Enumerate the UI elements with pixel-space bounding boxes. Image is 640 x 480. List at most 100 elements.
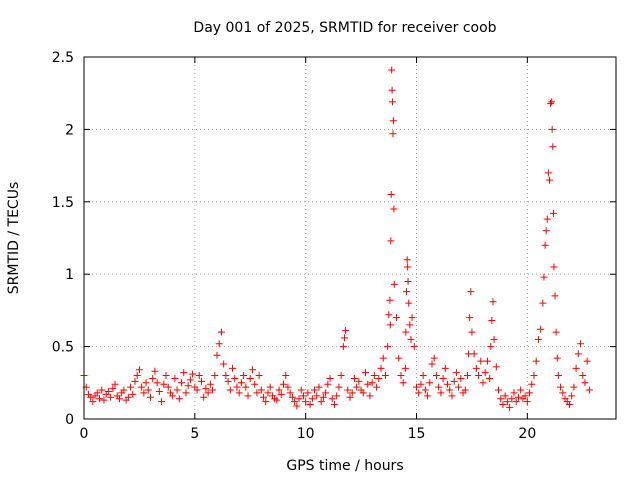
y-tick-label: 2 — [65, 122, 74, 138]
data-point — [553, 354, 561, 362]
data-point — [364, 380, 372, 388]
data-point — [426, 379, 434, 387]
data-point — [202, 385, 210, 393]
data-point — [164, 383, 172, 391]
data-point — [404, 277, 412, 285]
data-point — [552, 328, 560, 336]
data-point — [415, 389, 423, 397]
data-point — [448, 392, 456, 400]
data-point — [180, 369, 188, 377]
data-point — [537, 325, 545, 333]
data-point — [481, 369, 489, 377]
data-point — [446, 386, 454, 394]
data-point — [162, 372, 170, 380]
data-point — [206, 380, 214, 388]
data-point — [335, 383, 343, 391]
data-point — [337, 372, 345, 380]
data-point — [346, 393, 354, 401]
data-point — [353, 383, 361, 391]
data-point — [186, 376, 194, 384]
data-point — [497, 395, 505, 403]
data-point — [450, 377, 458, 385]
data-point — [104, 387, 112, 395]
data-point — [540, 273, 548, 281]
data-point — [523, 398, 531, 406]
data-point — [197, 377, 205, 385]
data-point — [403, 288, 411, 296]
data-point — [253, 389, 261, 397]
data-point — [435, 383, 443, 391]
data-point — [583, 357, 591, 365]
data-point — [213, 351, 221, 359]
data-point — [389, 98, 397, 106]
data-point — [107, 393, 115, 401]
data-point — [342, 327, 350, 335]
data-point — [304, 389, 312, 397]
data-point — [282, 372, 290, 380]
data-point — [517, 386, 525, 394]
x-tick-label: 15 — [408, 426, 426, 442]
data-point — [541, 241, 549, 249]
data-point — [344, 386, 352, 394]
data-point — [521, 392, 529, 400]
x-tick-labels: 0 5 10 15 20 — [80, 426, 537, 442]
data-point — [275, 386, 283, 394]
data-point — [155, 387, 163, 395]
data-point — [313, 392, 321, 400]
y-tick-label: 0 — [65, 412, 74, 428]
data-point — [169, 392, 177, 400]
data-point — [93, 389, 101, 397]
data-point — [388, 66, 396, 74]
data-point — [508, 395, 516, 403]
data-point — [291, 398, 299, 406]
data-point — [404, 263, 412, 271]
data-point — [260, 393, 268, 401]
data-point — [550, 263, 558, 271]
data-point — [222, 372, 230, 380]
data-point — [387, 237, 395, 245]
data-point — [231, 374, 239, 382]
data-point — [532, 357, 540, 365]
data-point — [348, 389, 356, 397]
data-point — [235, 389, 243, 397]
data-point — [211, 372, 219, 380]
data-point — [388, 86, 396, 94]
data-point — [528, 380, 536, 388]
data-point — [370, 372, 378, 380]
data-point — [171, 374, 179, 382]
data-point — [204, 389, 212, 397]
data-point — [149, 374, 157, 382]
data-point — [373, 383, 381, 391]
data-point — [100, 396, 108, 404]
data-point — [488, 317, 496, 325]
data-point — [489, 298, 497, 306]
data-point — [286, 389, 294, 397]
data-point — [424, 392, 432, 400]
data-point — [439, 374, 447, 382]
data-point — [410, 343, 418, 351]
data-point — [124, 393, 132, 401]
data-point — [317, 398, 325, 406]
data-point — [257, 386, 265, 394]
data-point — [375, 374, 383, 382]
data-point — [175, 395, 183, 403]
data-point — [401, 364, 409, 372]
data-point — [138, 383, 146, 391]
data-point — [266, 383, 274, 391]
data-point — [280, 380, 287, 388]
data-point — [455, 383, 463, 391]
data-point — [182, 389, 190, 397]
grid-lines — [84, 57, 616, 419]
data-point — [395, 354, 403, 362]
data-point — [306, 401, 314, 409]
data-point — [572, 364, 580, 372]
data-point — [111, 380, 119, 388]
data-point — [96, 395, 104, 403]
x-tick-label: 20 — [518, 426, 536, 442]
data-point — [295, 395, 303, 403]
y-tick-label: 1.5 — [52, 195, 74, 211]
data-point — [195, 372, 203, 380]
data-point — [405, 299, 413, 307]
data-point — [546, 176, 553, 184]
data-point — [495, 386, 503, 394]
